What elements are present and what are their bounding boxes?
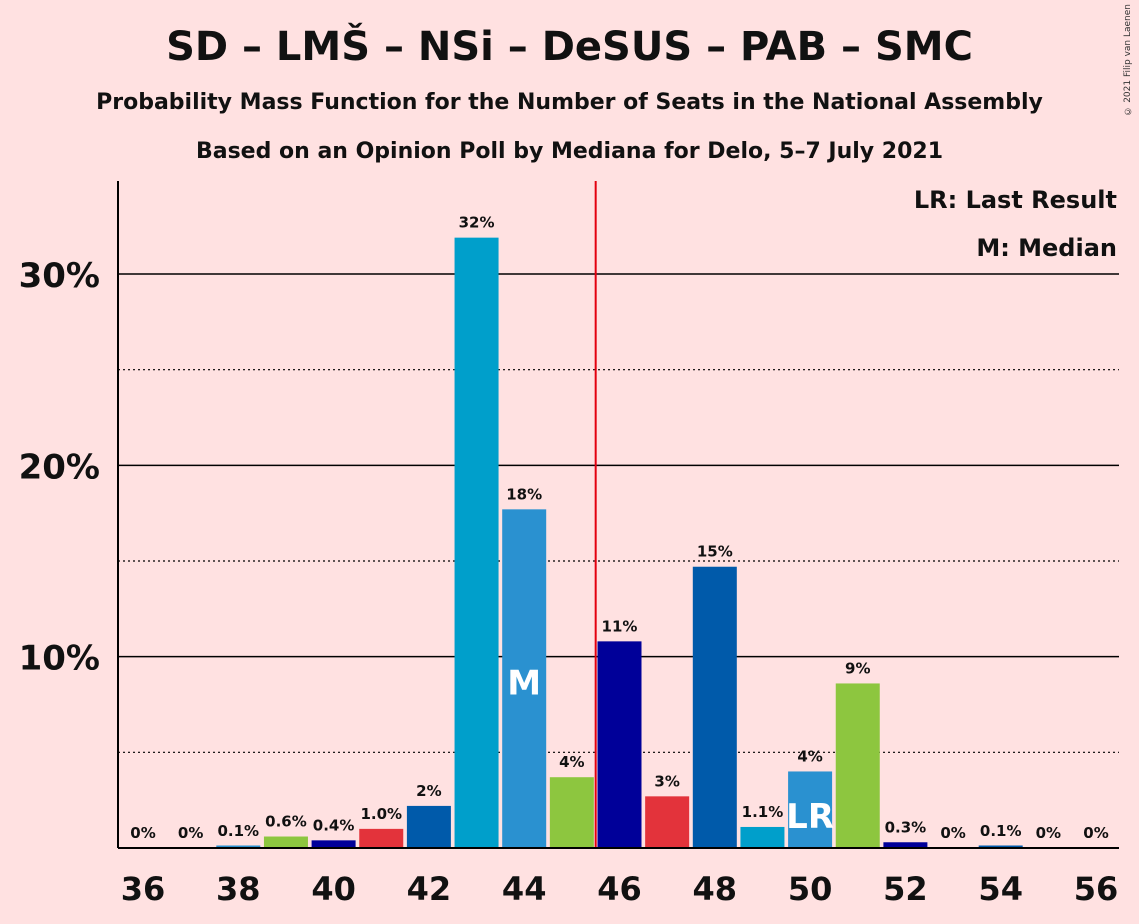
bar-seat-43 xyxy=(454,237,499,848)
bar-seat-48 xyxy=(692,566,737,848)
data-label: 0.1% xyxy=(217,822,259,840)
bar-seat-49 xyxy=(740,826,785,848)
data-label: 3% xyxy=(654,772,679,790)
data-label: 0.4% xyxy=(313,816,355,834)
data-label: 0.3% xyxy=(885,818,927,836)
bar-seat-50 xyxy=(788,771,833,848)
x-tick-label: 36 xyxy=(121,870,166,908)
y-tick-label: 20% xyxy=(19,447,100,487)
bar-seat-42 xyxy=(406,805,451,848)
chart-subtitle: Probability Mass Function for the Number… xyxy=(96,90,1043,115)
x-tick-label: 46 xyxy=(597,870,642,908)
bar-seat-45 xyxy=(549,777,594,848)
y-tick-label: 10% xyxy=(19,639,100,679)
x-tick-label: 44 xyxy=(502,870,547,908)
data-label: 32% xyxy=(459,214,495,232)
bar-seat-46 xyxy=(597,641,642,848)
data-label: 0% xyxy=(1036,824,1061,842)
data-label: 11% xyxy=(602,617,638,635)
x-tick-label: 54 xyxy=(978,870,1023,908)
bar-seat-40 xyxy=(311,840,356,848)
legend-median: M: Median xyxy=(976,234,1117,262)
x-tick-label: 38 xyxy=(216,870,261,908)
x-tick-label: 50 xyxy=(788,870,833,908)
data-label: 1.0% xyxy=(360,805,402,823)
data-label: 1.1% xyxy=(742,803,784,821)
x-tick-label: 52 xyxy=(883,870,928,908)
bar-seat-38 xyxy=(216,845,261,848)
x-tick-label: 42 xyxy=(407,870,452,908)
bar-seat-54 xyxy=(978,845,1023,848)
x-tick-label: 40 xyxy=(311,870,356,908)
bar-seat-39 xyxy=(263,836,308,848)
data-label: 0% xyxy=(940,824,965,842)
data-label: 0% xyxy=(178,824,203,842)
bar-seat-44 xyxy=(502,509,547,848)
data-label: 9% xyxy=(845,659,870,677)
bar-seat-41 xyxy=(359,828,404,848)
x-tick-label: 56 xyxy=(1074,870,1119,908)
last-result-marker: LR xyxy=(786,797,834,837)
bar-seat-51 xyxy=(835,683,880,848)
bar-seat-52 xyxy=(883,842,928,848)
data-label: 15% xyxy=(697,543,733,561)
data-label: 18% xyxy=(506,485,542,503)
median-marker: M xyxy=(507,663,541,703)
data-label: 0.6% xyxy=(265,813,307,831)
y-tick-label: 30% xyxy=(19,256,100,296)
bar-seat-47 xyxy=(645,796,690,848)
data-label: 4% xyxy=(797,747,822,765)
data-label: 0% xyxy=(130,824,155,842)
x-tick-label: 48 xyxy=(693,870,738,908)
legend-last-result: LR: Last Result xyxy=(913,186,1117,214)
chart-title: SD – LMŠ – NSi – DeSUS – PAB – SMC xyxy=(166,24,973,70)
chart-subtitle-poll: Based on an Opinion Poll by Mediana for … xyxy=(195,139,944,164)
data-label: 4% xyxy=(559,753,584,771)
data-label: 0% xyxy=(1083,824,1108,842)
data-label: 0.1% xyxy=(980,822,1022,840)
data-label: 2% xyxy=(416,782,441,800)
